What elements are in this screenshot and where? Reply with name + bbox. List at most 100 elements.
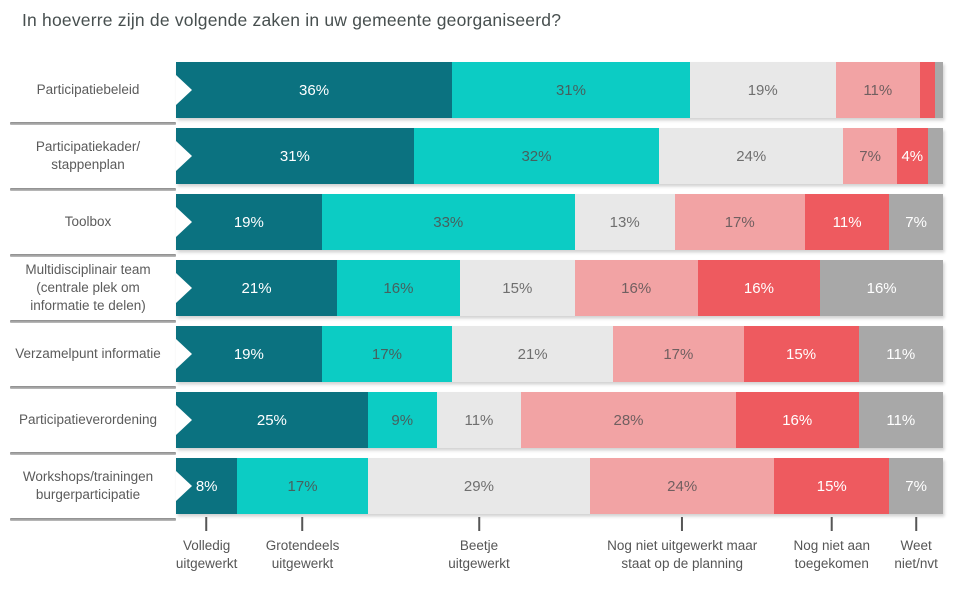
segment-value: 16% bbox=[621, 279, 652, 297]
legend-label: Nog niet uitgewerkt maar bbox=[607, 538, 758, 553]
bar-segment: 19% bbox=[689, 62, 836, 118]
row-label: Workshops/trainingen burgerparticipatie bbox=[0, 458, 176, 521]
segment-value: 24% bbox=[736, 147, 767, 165]
legend-label: niet/nvt bbox=[894, 556, 938, 572]
segment-value: 19% bbox=[747, 81, 778, 99]
legend-tick-icon bbox=[681, 517, 684, 531]
bar-segment: 17% bbox=[674, 194, 805, 250]
bar-segment: 7% bbox=[889, 194, 943, 250]
segment-value: 16% bbox=[866, 279, 897, 297]
segment-value: 15% bbox=[816, 477, 847, 495]
bar-segment: 16% bbox=[820, 260, 943, 316]
row-label: Participatiekader/ stappenplan bbox=[0, 128, 176, 191]
row-label-text: Multidisciplinair team (centrale plek om… bbox=[25, 261, 151, 314]
segment-value: 28% bbox=[613, 411, 644, 429]
bar-segment: 16% bbox=[697, 260, 821, 316]
bar-segment: 16% bbox=[574, 260, 698, 316]
chart-title: In hoeverre zijn de volgende zaken in uw… bbox=[22, 10, 562, 30]
segment-value: 31% bbox=[279, 147, 310, 165]
segment-value: 29% bbox=[463, 477, 494, 495]
segment-value: 7% bbox=[905, 477, 927, 495]
legend-tick-icon bbox=[830, 517, 833, 531]
row-label: Participatiebeleid bbox=[0, 62, 176, 125]
row-label: Toolbox bbox=[0, 194, 176, 257]
bar-segment: 15% bbox=[774, 458, 890, 514]
bar-segment: 31% bbox=[452, 62, 690, 118]
row-label: Participatieverordening bbox=[0, 392, 176, 455]
segment-value: 11% bbox=[863, 81, 893, 99]
bar-segment: 7% bbox=[889, 458, 943, 514]
bar: 21% 16% 15% 16% 16% 16% bbox=[176, 260, 943, 316]
bar-segment: 11% bbox=[858, 392, 943, 448]
legend-label: Grotendeels bbox=[265, 538, 340, 553]
row-label-text: Participatiekader/ stappenplan bbox=[35, 138, 141, 172]
bar: 8% 17% 29% 24% 15% 7% bbox=[176, 458, 943, 514]
bar-segment: 17% bbox=[321, 326, 453, 382]
segment-value: 9% bbox=[391, 411, 414, 429]
row-label-text: Participatieverordening bbox=[18, 411, 158, 427]
legend-tick-icon bbox=[205, 517, 208, 531]
bar-segment: 11% bbox=[804, 194, 890, 250]
legend-item: Nog niet aan toegekomen bbox=[794, 517, 870, 573]
segment-value: 16% bbox=[743, 279, 774, 297]
bar-segment bbox=[935, 62, 943, 118]
bar-segment: 33% bbox=[321, 194, 575, 250]
chart-row: Verzamelpunt informatie 19% 17% 21% 17% 15% 11… bbox=[0, 326, 943, 389]
row-label-text: Participatiebeleid bbox=[36, 81, 140, 97]
legend-item: Beetje uitgewerkt bbox=[448, 517, 510, 573]
bar-segment: 11% bbox=[436, 392, 522, 448]
legend-tick-icon bbox=[477, 517, 480, 531]
segment-value: 17% bbox=[371, 345, 402, 363]
chart-row: Toolbox 19% 33% 13% 17% 11% 7% bbox=[0, 194, 943, 257]
row-label-text: Workshops/trainingen burgerparticipatie bbox=[22, 468, 154, 502]
legend-label: uitgewerkt bbox=[448, 556, 510, 572]
bar-segment: 16% bbox=[735, 392, 859, 448]
segment-value: 21% bbox=[517, 345, 548, 363]
bar-segment: 15% bbox=[743, 326, 859, 382]
legend-item: Grotendeels uitgewerkt bbox=[265, 517, 340, 573]
segment-value: 11% bbox=[886, 345, 916, 363]
legend-tick-icon bbox=[915, 517, 918, 531]
bar: 31% 32% 24% 7% 4% bbox=[176, 128, 943, 184]
bar-segment: 31% bbox=[176, 128, 414, 184]
segment-value: 11% bbox=[832, 213, 862, 231]
legend-label: Weet bbox=[900, 538, 932, 553]
segment-value: 36% bbox=[299, 81, 330, 99]
segment-value: 33% bbox=[433, 213, 464, 231]
legend-label: staat op de planning bbox=[621, 556, 744, 572]
bar-segment: 19% bbox=[176, 194, 322, 250]
bar-segment: 21% bbox=[452, 326, 614, 382]
bar-segment: 32% bbox=[413, 128, 660, 184]
segment-value: 17% bbox=[724, 213, 755, 231]
legend-item: Volledig uitgewerkt bbox=[176, 517, 237, 573]
row-divider bbox=[10, 122, 176, 125]
bar-segment: 24% bbox=[659, 128, 844, 184]
bar: 25% 9% 11% 28% 16% 11% bbox=[176, 392, 943, 448]
stacked-bar-chart: Participatiebeleid 36% 31% 19% 11% Participat… bbox=[0, 62, 943, 521]
bar-segment: 21% bbox=[176, 260, 338, 316]
legend-label: Beetje bbox=[459, 538, 499, 553]
chart-row: Participatiekader/ stappenplan 31% 32% 24% 7… bbox=[0, 128, 943, 191]
row-divider bbox=[10, 452, 176, 455]
legend-tick-icon bbox=[301, 517, 304, 531]
row-label: Verzamelpunt informatie bbox=[0, 326, 176, 389]
bar-segment bbox=[919, 62, 936, 118]
segment-value: 16% bbox=[782, 411, 813, 429]
bar: 19% 17% 21% 17% 15% 11% bbox=[176, 326, 943, 382]
segment-value: 15% bbox=[502, 279, 533, 297]
segment-value: 17% bbox=[287, 477, 318, 495]
bar-segment: 17% bbox=[613, 326, 744, 382]
bar-segment: 29% bbox=[367, 458, 591, 514]
legend-label: Volledig bbox=[183, 538, 231, 553]
segment-value: 24% bbox=[667, 477, 698, 495]
row-divider bbox=[10, 386, 176, 389]
segment-value: 15% bbox=[786, 345, 817, 363]
segment-value: 25% bbox=[256, 411, 287, 429]
legend-label: toegekomen bbox=[794, 556, 869, 572]
bar-segment: 9% bbox=[367, 392, 437, 448]
row-label-text: Toolbox bbox=[64, 213, 112, 229]
chart-row: Workshops/trainingen burgerparticipatie 8… bbox=[0, 458, 943, 521]
segment-value: 17% bbox=[663, 345, 694, 363]
bar-segment: 28% bbox=[521, 392, 736, 448]
